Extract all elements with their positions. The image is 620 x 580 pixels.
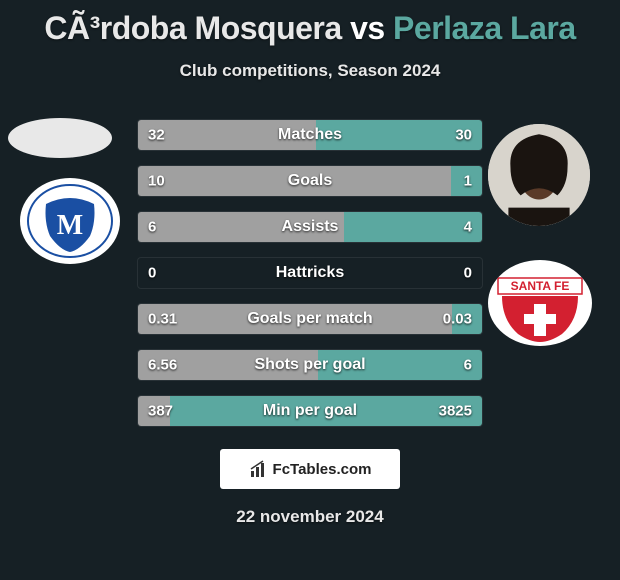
stat-bar-right bbox=[451, 166, 482, 196]
stat-row: Goals101 bbox=[137, 165, 483, 197]
comparison-title: CÃ³rdoba Mosquera vs Perlaza Lara bbox=[0, 0, 620, 47]
stat-bar-left bbox=[138, 396, 170, 426]
branding-text: FcTables.com bbox=[273, 461, 372, 478]
stat-bar-right bbox=[316, 120, 482, 150]
stat-bar-right bbox=[170, 396, 482, 426]
club2-badge: SANTA FE bbox=[488, 260, 592, 346]
stats-bars: Matches3230 Goals101 Assists64 Hattricks0 0 G… bbox=[137, 119, 483, 427]
vs-text: vs bbox=[350, 10, 385, 46]
stat-value-right: 0 bbox=[464, 265, 472, 282]
stat-bar-left bbox=[138, 350, 318, 380]
stat-row: Assists64 bbox=[137, 211, 483, 243]
stat-label: Hattricks bbox=[138, 264, 482, 282]
club1-letter: M bbox=[57, 210, 83, 241]
club1-badge: M bbox=[20, 178, 120, 264]
stat-row: Matches3230 bbox=[137, 119, 483, 151]
player1-name: CÃ³rdoba Mosquera bbox=[44, 10, 341, 46]
chart-icon bbox=[249, 459, 269, 479]
date-text: 22 november 2024 bbox=[0, 507, 620, 527]
branding-badge: FcTables.com bbox=[220, 449, 400, 489]
stat-row: Goals per match0.310.03 bbox=[137, 303, 483, 335]
stat-row: Min per goal3873825 bbox=[137, 395, 483, 427]
stat-bar-left bbox=[138, 166, 451, 196]
subtitle: Club competitions, Season 2024 bbox=[0, 61, 620, 81]
player2-name: Perlaza Lara bbox=[393, 10, 576, 46]
stat-row: Hattricks0 0 bbox=[137, 257, 483, 289]
stat-row: Shots per goal6.566 bbox=[137, 349, 483, 381]
stat-bar-left bbox=[138, 304, 452, 334]
stat-value-left: 0 bbox=[148, 265, 156, 282]
stat-bar-right bbox=[318, 350, 482, 380]
stat-bar-right bbox=[452, 304, 482, 334]
player1-avatar bbox=[8, 118, 112, 158]
stat-bar-left bbox=[138, 212, 344, 242]
club2-text: SANTA FE bbox=[511, 279, 570, 293]
player2-avatar bbox=[488, 124, 590, 226]
stat-bar-left bbox=[138, 120, 316, 150]
stat-bar-right bbox=[344, 212, 482, 242]
